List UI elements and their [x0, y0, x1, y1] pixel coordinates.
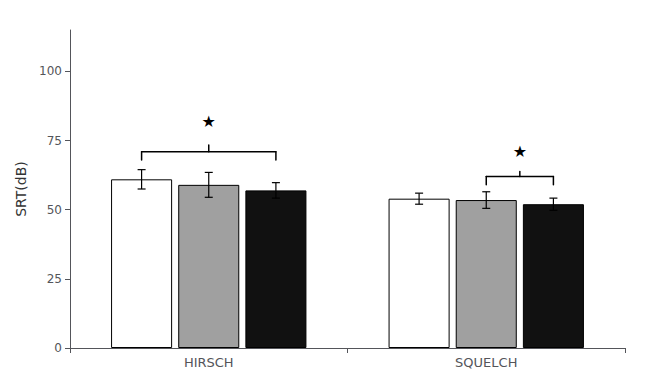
svg-text:0: 0 [54, 341, 62, 355]
svg-text:100: 100 [39, 64, 62, 78]
svg-text:★: ★ [202, 112, 216, 131]
svg-text:SRT(dB): SRT(dB) [13, 161, 29, 217]
svg-text:50: 50 [47, 203, 62, 217]
svg-text:75: 75 [47, 134, 62, 148]
svg-text:HIRSCH: HIRSCH [184, 355, 234, 370]
svg-text:★: ★ [513, 142, 527, 161]
svg-text:SQUELCH: SQUELCH [455, 355, 517, 370]
svg-text:25: 25 [47, 272, 62, 286]
